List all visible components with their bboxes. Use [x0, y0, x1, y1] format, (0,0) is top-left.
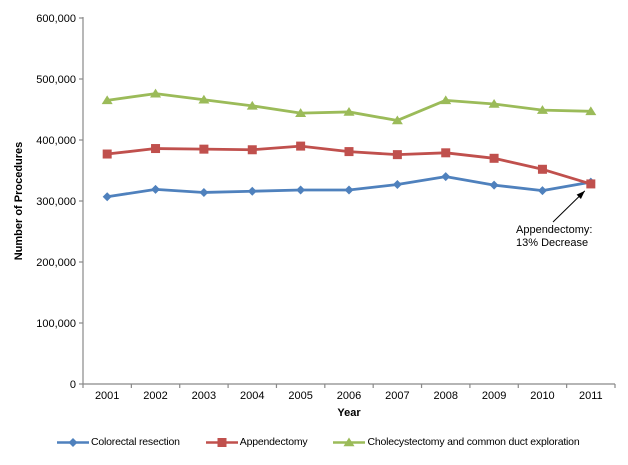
svg-text:2001: 2001	[95, 390, 119, 402]
y-axis-tick-labels: 0 100,000 200,000 300,000 400,000 500,000 600,…	[36, 13, 76, 391]
legend-label: Appendectomy	[239, 436, 308, 448]
svg-text:0: 0	[70, 379, 76, 391]
svg-text:2004: 2004	[240, 390, 264, 402]
svg-text:400,000: 400,000	[36, 135, 76, 147]
svg-text:2011: 2011	[579, 390, 603, 402]
legend-item-colorectal-resection: Colorectal resection	[57, 436, 180, 448]
legend-triangle-marker-icon	[333, 437, 366, 446]
series-appendectomy	[102, 141, 596, 189]
svg-text:2007: 2007	[385, 390, 409, 402]
x-axis-title: Year	[337, 407, 361, 419]
legend-label: Colorectal resection	[91, 436, 180, 448]
svg-text:100,000: 100,000	[36, 318, 76, 330]
svg-text:500,000: 500,000	[36, 74, 76, 86]
svg-text:300,000: 300,000	[36, 196, 76, 208]
svg-text:2008: 2008	[433, 390, 457, 402]
svg-text:2005: 2005	[288, 390, 312, 402]
legend-diamond-marker-icon	[57, 437, 89, 447]
axes	[79, 17, 616, 388]
legend-item-appendectomy: Appendectomy	[205, 436, 308, 448]
svg-text:2002: 2002	[143, 390, 167, 402]
legend-item-cholecystectomy: Cholecystectomy and common duct explorat…	[333, 436, 580, 448]
series-cholecystectomy-and-common-duct-exploration	[101, 88, 597, 125]
svg-text:200,000: 200,000	[36, 257, 76, 269]
legend-square-marker-icon	[205, 437, 238, 447]
series-colorectal-resection	[102, 172, 596, 202]
x-axis-tick-labels: 2001 2002 2003 2004 2005 2006 2007 2008 2009 2010…	[95, 390, 603, 402]
svg-text:2003: 2003	[192, 390, 216, 402]
svg-text:2010: 2010	[530, 390, 554, 402]
y-axis-title: Number of Procedures	[13, 142, 25, 261]
svg-text:600,000: 600,000	[36, 13, 76, 25]
svg-text:2009: 2009	[482, 390, 506, 402]
annotation-appendectomy-decrease: Appendectomy: 13% Decrease	[516, 224, 592, 249]
annotation-line-1: Appendectomy:	[516, 224, 593, 236]
legend-label: Cholecystectomy and common duct explorat…	[367, 436, 580, 448]
svg-text:2006: 2006	[337, 390, 361, 402]
chart-legend: Colorectal resection Appendectomy Cholec…	[57, 436, 580, 448]
annotation-arrow	[552, 190, 586, 223]
annotation-line-2: 13% Decrease	[516, 236, 589, 249]
